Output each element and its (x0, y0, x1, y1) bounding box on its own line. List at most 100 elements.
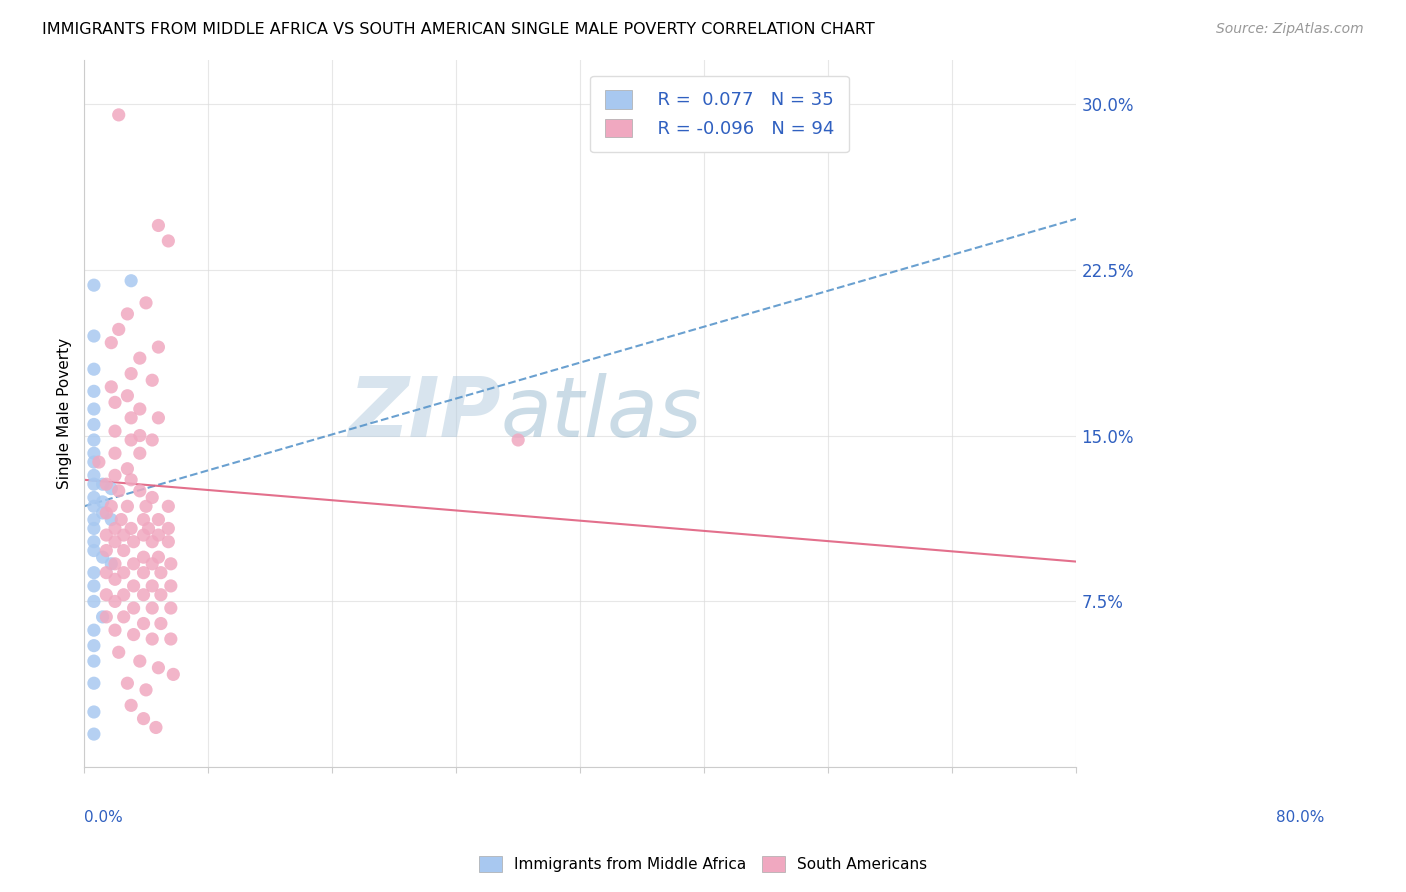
Point (120, 521, 142, 535)
Point (148, 340, 170, 354)
Point (117, 389, 139, 403)
Point (83, 579, 105, 593)
Text: IMMIGRANTS FROM MIDDLE AFRICA VS SOUTH AMERICAN SINGLE MALE POVERTY CORRELATION : IMMIGRANTS FROM MIDDLE AFRICA VS SOUTH A… (42, 22, 875, 37)
Point (128, 654, 150, 668)
Point (117, 307, 139, 321)
Point (91, 506, 114, 520)
Point (96, 528, 118, 542)
Point (122, 557, 145, 571)
Point (112, 610, 135, 624)
Point (100, 335, 122, 350)
Point (83, 512, 105, 526)
Point (148, 661, 170, 675)
Point (83, 455, 105, 469)
Point (149, 588, 172, 602)
Point (107, 483, 129, 498)
Point (112, 566, 135, 580)
Point (508, 433, 530, 447)
Point (83, 543, 105, 558)
Point (122, 627, 145, 641)
Point (104, 534, 127, 549)
Point (104, 623, 127, 637)
Point (132, 566, 155, 580)
Point (83, 727, 105, 741)
Point (132, 616, 155, 631)
Point (148, 550, 170, 565)
Point (132, 550, 155, 565)
Point (128, 351, 150, 366)
Point (96, 506, 118, 520)
Point (138, 521, 160, 535)
Point (128, 483, 150, 498)
Point (83, 329, 105, 343)
Point (83, 500, 105, 514)
Point (120, 473, 142, 487)
Point (91, 477, 114, 491)
Point (162, 667, 184, 681)
Point (100, 500, 122, 514)
Point (83, 639, 105, 653)
Point (83, 676, 105, 690)
Point (83, 566, 105, 580)
Point (141, 579, 163, 593)
Legend: Immigrants from Middle Africa, South Americans: Immigrants from Middle Africa, South Ame… (471, 848, 935, 880)
Point (132, 712, 155, 726)
Text: 0.0%: 0.0% (84, 810, 122, 825)
Point (141, 491, 163, 505)
Point (100, 380, 122, 394)
Point (83, 534, 105, 549)
Point (107, 645, 129, 659)
Point (157, 500, 180, 514)
Point (122, 579, 145, 593)
Point (83, 477, 105, 491)
Point (117, 676, 139, 690)
Y-axis label: Single Male Poverty: Single Male Poverty (58, 338, 72, 489)
Point (100, 512, 122, 526)
Point (83, 278, 105, 293)
Point (96, 543, 118, 558)
Point (87, 455, 110, 469)
Point (96, 610, 118, 624)
Point (132, 528, 155, 542)
Point (96, 588, 118, 602)
Point (128, 446, 150, 460)
Point (112, 588, 135, 602)
Point (104, 446, 127, 460)
Point (157, 521, 180, 535)
Point (135, 682, 157, 697)
Point (132, 588, 155, 602)
Point (148, 219, 170, 233)
Point (141, 433, 163, 447)
Point (83, 491, 105, 505)
Point (149, 566, 172, 580)
Point (120, 410, 142, 425)
Point (112, 528, 135, 542)
Point (132, 512, 155, 526)
Point (83, 705, 105, 719)
Point (104, 521, 127, 535)
Text: Source: ZipAtlas.com: Source: ZipAtlas.com (1216, 22, 1364, 37)
Point (83, 384, 105, 399)
Point (120, 274, 142, 288)
Point (128, 428, 150, 442)
Point (135, 296, 157, 310)
Text: 80.0%: 80.0% (1277, 810, 1324, 825)
Point (83, 468, 105, 483)
Point (104, 557, 127, 571)
Point (141, 632, 163, 646)
Point (100, 482, 122, 496)
Point (159, 557, 181, 571)
Point (91, 495, 114, 509)
Point (83, 654, 105, 668)
Point (110, 512, 132, 526)
Point (104, 468, 127, 483)
Point (148, 512, 170, 526)
Point (141, 373, 163, 387)
Point (122, 534, 145, 549)
Point (149, 616, 172, 631)
Point (145, 721, 167, 735)
Point (91, 550, 114, 565)
Point (83, 623, 105, 637)
Point (83, 446, 105, 460)
Point (91, 610, 114, 624)
